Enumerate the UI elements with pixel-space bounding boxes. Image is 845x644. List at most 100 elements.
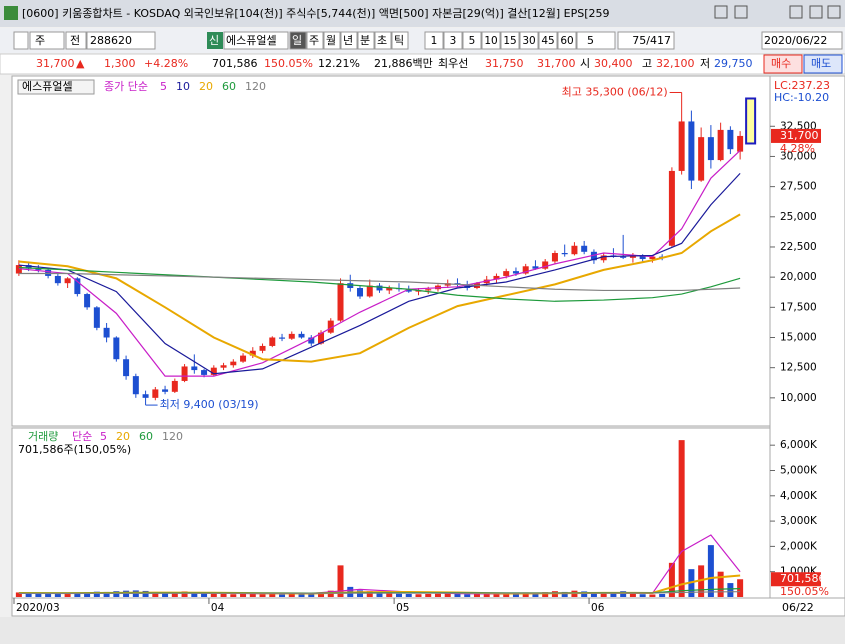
btn[interactable] xyxy=(538,31,558,50)
interval-buttons[interactable]: 1 3 5 10 15 30 45 60 xyxy=(424,31,577,50)
candle-body xyxy=(288,333,295,339)
btn[interactable] xyxy=(391,31,409,50)
volume-bar xyxy=(162,593,169,597)
ma-line xyxy=(18,272,741,292)
legend-entry: 120 xyxy=(245,80,266,93)
date-box[interactable] xyxy=(761,31,843,50)
candle-body xyxy=(181,366,188,381)
btn[interactable] xyxy=(734,5,748,19)
volume-bar xyxy=(727,583,734,597)
vol-ratio: 150.05% xyxy=(264,57,313,70)
btn[interactable] xyxy=(207,32,223,49)
scroll-bar[interactable] xyxy=(0,617,845,644)
candle-body xyxy=(279,337,286,339)
y-tick-label: 10,000 xyxy=(780,392,817,404)
code-input[interactable] xyxy=(86,31,156,50)
candle-body xyxy=(386,288,393,291)
legend-entry: 5 xyxy=(160,80,167,93)
period: 분 xyxy=(360,34,370,47)
new: 신 xyxy=(209,34,219,47)
btn[interactable] xyxy=(340,31,358,50)
dropdown[interactable] xyxy=(29,31,65,50)
volume-bar xyxy=(54,592,61,597)
window-buttons[interactable] xyxy=(714,5,841,19)
candle-body xyxy=(337,283,344,321)
btn[interactable] xyxy=(424,31,444,50)
btn[interactable] xyxy=(289,31,307,50)
btn[interactable] xyxy=(481,31,501,50)
interval: 10 xyxy=(484,35,497,47)
volume-bar xyxy=(230,594,237,597)
btn[interactable] xyxy=(443,31,463,50)
volume-bar xyxy=(483,593,490,597)
volume-bar xyxy=(590,592,597,597)
count-box[interactable] xyxy=(576,31,616,50)
x-tick-label: 2020/03 xyxy=(16,602,60,614)
volume-bar xyxy=(15,592,22,597)
legend-name: 에스퓨얼셀 xyxy=(22,79,73,93)
legend-entry: 20 xyxy=(199,80,213,93)
volume-bar xyxy=(649,594,656,597)
btn[interactable] xyxy=(714,5,728,19)
volume-bar xyxy=(639,594,646,597)
btn[interactable] xyxy=(357,31,375,50)
btn[interactable] xyxy=(374,31,392,50)
btn[interactable] xyxy=(557,31,577,50)
candle-body xyxy=(600,255,607,261)
y-tick-label: 22,500 xyxy=(780,241,817,253)
volume-bar xyxy=(415,594,422,597)
btn[interactable] xyxy=(809,5,823,19)
candle-body xyxy=(532,266,539,269)
interval: 3 xyxy=(450,35,457,47)
amount: 21,886백만 xyxy=(374,57,433,70)
volume-bar xyxy=(249,593,256,597)
window-title: [0600] 키움종합차트 - KOSDAQ 외국인보유[104(천)] 주식수… xyxy=(22,6,610,20)
volume-bar xyxy=(210,593,217,597)
price-tag: 31,700 xyxy=(780,129,819,142)
volume-tag: 701,586 xyxy=(780,572,826,585)
legend-box xyxy=(17,79,95,95)
candle-body xyxy=(512,271,519,274)
buy: 매수 xyxy=(771,57,791,70)
btn[interactable] xyxy=(323,31,341,50)
candle-body xyxy=(542,261,549,269)
change: 1,300 xyxy=(104,57,136,70)
candle-body xyxy=(357,288,364,297)
btn[interactable] xyxy=(462,31,482,50)
btn[interactable] xyxy=(789,5,803,19)
hc: HC:-10.20 xyxy=(774,91,829,104)
candle-body xyxy=(230,361,237,366)
stock-name: 에스퓨얼셀 xyxy=(226,33,277,47)
ma-legend: 5 20 60 120 xyxy=(100,430,183,443)
range: 75/417 xyxy=(632,34,671,47)
candle-body xyxy=(152,389,159,398)
btn[interactable] xyxy=(65,31,87,50)
sell-btn[interactable] xyxy=(803,54,843,74)
low-label: 저 xyxy=(700,57,710,70)
volume-bar xyxy=(376,592,383,597)
volume-bar xyxy=(425,593,432,597)
candle-body xyxy=(210,367,217,375)
btn[interactable] xyxy=(306,31,324,50)
volume-bar xyxy=(240,593,247,597)
ma-line xyxy=(18,266,741,302)
volume-bar xyxy=(454,593,461,597)
volume-bar xyxy=(717,571,724,597)
price: 31,700 xyxy=(36,57,75,70)
btn[interactable] xyxy=(519,31,539,50)
candle-body xyxy=(113,337,120,360)
range-box xyxy=(617,31,675,50)
volume-bar xyxy=(678,440,685,597)
ma-line xyxy=(18,172,741,375)
name-box xyxy=(223,31,289,50)
btn[interactable] xyxy=(500,31,520,50)
buy-btn[interactable] xyxy=(763,54,803,74)
btn[interactable] xyxy=(13,31,29,50)
count: 5 xyxy=(587,34,594,47)
candle-body xyxy=(727,129,734,150)
y-tick-label: 20,000 xyxy=(780,271,817,283)
volume-bar xyxy=(561,591,568,597)
btn[interactable] xyxy=(827,5,841,19)
period: 년 xyxy=(343,34,353,47)
